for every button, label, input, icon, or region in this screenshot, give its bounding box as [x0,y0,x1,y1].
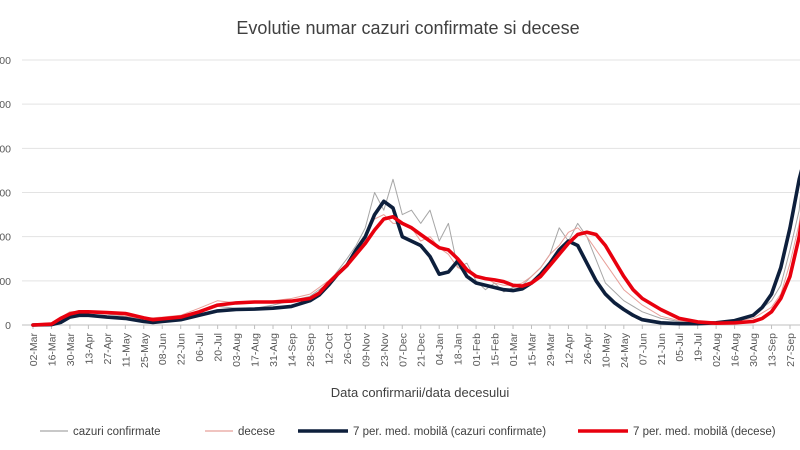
x-tick-label: 12-Oct [323,333,335,365]
x-tick-label: 16-Mar [46,333,58,367]
chart-title: Evolutie numar cazuri confirmate si dece… [236,18,579,38]
x-tick-label: 17-Aug [250,333,262,367]
x-tick-label: 31-Aug [268,333,280,367]
legend-label: decese [238,426,275,438]
y-tick-label: 00 [0,143,11,155]
x-tick-label: 19-Jul [693,333,705,362]
legend-item: decese [205,426,275,438]
y-tick-label: 00 [0,188,11,200]
x-tick-label: 04-Jan [434,333,446,365]
x-tick-label: 11-May [120,332,132,367]
x-tick-label: 13-Sep [767,333,779,367]
x-tick-label: 09-Nov [360,332,372,367]
legend-label: cazuri confirmate [73,426,161,438]
series-line-cazuri-confirmate [32,178,800,326]
x-tick-label: 30-Aug [748,333,760,367]
x-tick-label: 24-May [619,332,631,368]
x-tick-label: 26-Oct [342,333,354,365]
gridlines [22,59,800,326]
x-tick-label: 02-Aug [711,333,723,367]
x-tick-label: 26-Apr [582,332,594,364]
x-tick-label: 25-May [139,332,151,368]
x-tick-label: 20-Jul [213,333,225,362]
y-axis-ticks: 000000000000000 [0,55,11,332]
y-tick-label: 00 [0,232,11,244]
legend-item: cazuri confirmate [40,426,161,438]
x-axis-ticks: 02-Mar 16-Mar 30-Mar 13-Apr 27-Apr 11-May 25-M… [28,325,797,368]
x-tick-label: 21-Jun [656,333,668,365]
y-tick-label: 0 [5,320,11,332]
x-axis-title: Data confirmarii/data decesului [331,385,510,400]
y-tick-label: 000 [0,99,11,111]
legend: cazuri confirmate decese 7 per. med. mobil… [40,426,776,438]
series-line-7-per-med-mobila-decese [31,215,800,327]
series-line-7-per-med-mobila-cazuri-confirmate [31,169,800,327]
x-tick-label: 02-Mar [28,333,40,367]
x-tick-label: 14-Sep [286,333,298,367]
series-line-decese [32,214,800,326]
x-tick-label: 08-Jun [157,333,169,365]
legend-label: 7 per. med. mobilă (cazuri confirmate) [353,426,546,438]
x-tick-label: 30-Mar [65,333,77,367]
x-tick-label: 16-Aug [730,333,742,367]
y-tick-label: 00 [0,276,11,288]
x-tick-label: 27-Sep [785,333,797,367]
x-tick-label: 23-Nov [379,332,391,367]
legend-label: 7 per. med. mobilă (decese) [633,426,776,438]
x-tick-label: 05-Jul [674,333,686,362]
series-layer [31,169,800,327]
x-tick-label: 15-Feb [490,333,502,366]
x-tick-label: 22-Jun [176,333,188,365]
x-tick-label: 15-Mar [527,333,539,367]
y-tick-label: 000 [0,55,11,67]
x-tick-label: 13-Apr [83,332,95,364]
x-tick-label: 06-Jul [194,333,206,362]
x-tick-label: 28-Sep [305,333,317,367]
x-tick-label: 21-Dec [416,333,428,367]
legend-item: 7 per. med. mobilă (decese) [578,426,776,438]
x-tick-label: 01-Mar [508,333,520,367]
x-tick-label: 29-Mar [545,333,557,367]
x-tick-label: 03-Aug [231,333,243,367]
legend-item: 7 per. med. mobilă (cazuri confirmate) [298,426,546,438]
x-tick-label: 10-May [600,332,612,368]
x-tick-label: 01-Feb [471,333,483,366]
x-tick-label: 07-Dec [397,333,409,367]
x-tick-label: 27-Apr [102,332,114,364]
x-tick-label: 12-Apr [563,332,575,364]
x-tick-label: 18-Jan [453,333,465,365]
x-tick-label: 07-Jun [637,333,649,365]
